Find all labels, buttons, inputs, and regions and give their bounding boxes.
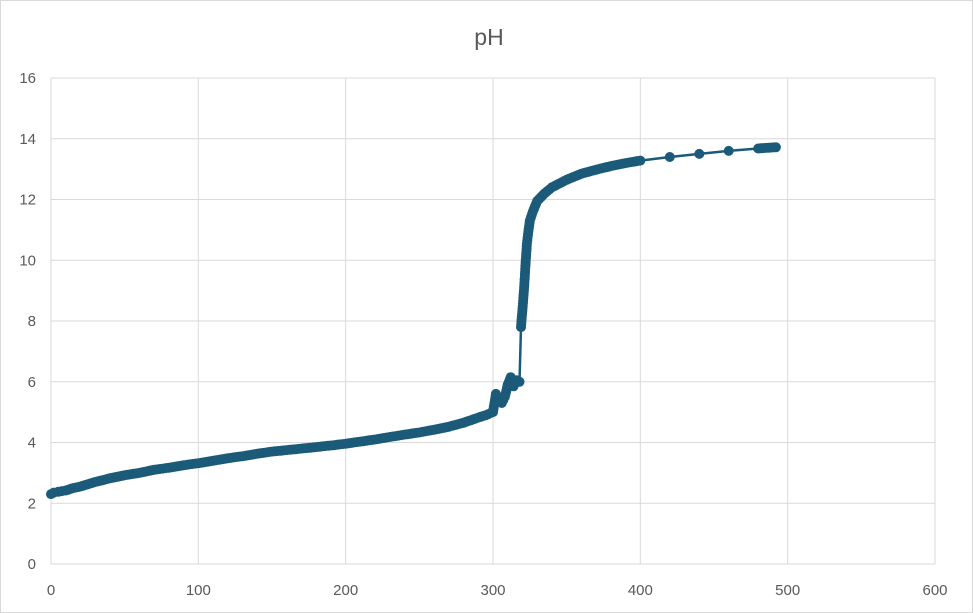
- data-point: [443, 421, 454, 432]
- y-tick-label: 12: [19, 192, 36, 209]
- y-tick-label: 10: [19, 252, 36, 269]
- x-tick-label: 0: [47, 582, 55, 599]
- y-tick-label: 2: [28, 495, 36, 512]
- data-point: [399, 429, 410, 440]
- data-point: [520, 261, 531, 272]
- data-point: [414, 427, 425, 438]
- data-point: [523, 226, 534, 237]
- x-tick-label: 200: [333, 582, 358, 599]
- series-ph: [46, 142, 781, 500]
- data-point: [370, 434, 381, 445]
- gridlines: [50, 77, 936, 565]
- data-point: [518, 285, 529, 296]
- data-point: [149, 464, 160, 475]
- data-point: [237, 451, 248, 462]
- data-point: [75, 481, 86, 492]
- data-point: [527, 206, 538, 217]
- data-point: [490, 388, 501, 399]
- data-point: [281, 445, 292, 456]
- data-point: [296, 443, 307, 454]
- data-point: [576, 168, 587, 179]
- data-point: [267, 446, 277, 457]
- data-point: [325, 440, 336, 451]
- data-point: [134, 467, 145, 478]
- x-tick-label: 100: [186, 582, 211, 599]
- data-point: [488, 407, 498, 418]
- data-point: [340, 438, 351, 449]
- y-axis-ticks: 0 2 4 6 8 10 12 14 16: [19, 70, 36, 573]
- data-point: [193, 458, 204, 469]
- data-point: [546, 182, 557, 193]
- data-point: [770, 142, 781, 153]
- y-tick-label: 0: [28, 556, 36, 573]
- x-tick-label: 600: [922, 582, 947, 599]
- data-point: [532, 196, 543, 206]
- x-tick-label: 400: [628, 582, 653, 599]
- data-point: [499, 391, 510, 402]
- data-point: [163, 462, 174, 473]
- data-point: [664, 152, 675, 162]
- data-point: [539, 188, 550, 199]
- x-tick-label: 500: [775, 582, 800, 599]
- data-point: [694, 148, 705, 159]
- x-axis-ticks: 0 100 200 300 400 500 600: [47, 582, 948, 599]
- y-tick-label: 6: [28, 374, 36, 391]
- data-point: [252, 448, 263, 459]
- data-point: [524, 215, 535, 226]
- data-point: [458, 417, 469, 428]
- data-point: [429, 424, 440, 435]
- data-point: [222, 453, 233, 464]
- y-tick-label: 4: [28, 435, 36, 452]
- data-point: [104, 473, 115, 484]
- data-point: [516, 322, 526, 333]
- data-point: [384, 432, 395, 442]
- y-tick-label: 8: [28, 313, 36, 330]
- x-tick-label: 300: [480, 582, 505, 599]
- y-tick-label: 16: [19, 70, 36, 87]
- data-point: [514, 376, 525, 387]
- data-point: [517, 303, 528, 314]
- data-point: [723, 145, 734, 156]
- data-point: [521, 238, 532, 249]
- data-point: [753, 143, 764, 154]
- data-point: [605, 161, 616, 172]
- y-tick-label: 14: [19, 131, 36, 148]
- data-point: [90, 477, 101, 487]
- data-point: [355, 436, 366, 447]
- data-point: [620, 158, 631, 169]
- data-point: [635, 155, 646, 166]
- data-point: [208, 455, 219, 466]
- data-point: [561, 174, 572, 185]
- chart-title: pH: [474, 24, 503, 50]
- data-point: [178, 460, 189, 471]
- data-point: [119, 470, 130, 481]
- data-point: [311, 442, 322, 453]
- data-point: [591, 164, 602, 175]
